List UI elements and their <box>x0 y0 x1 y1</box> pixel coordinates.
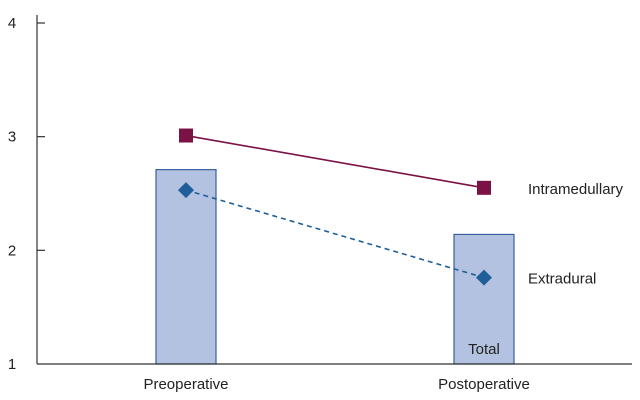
series-label-extradural: Extradural <box>528 271 596 288</box>
point-intramedullary-preoperative <box>179 128 193 143</box>
point-intramedullary-postoperative <box>477 180 491 195</box>
y-tick-label-1: 1 <box>8 356 16 373</box>
x-tick-label-preoperative: Preoperative <box>143 376 228 393</box>
point-extradural-postoperative <box>476 269 492 286</box>
bar-postoperative <box>453 233 515 365</box>
point-extradural-preoperative <box>178 182 194 199</box>
bar-preoperative <box>155 169 217 365</box>
labels-layer: Intramedullary Extradural <box>528 181 624 288</box>
bars-layer: Total <box>155 169 515 365</box>
series-line-intramedullary <box>185 134 485 189</box>
x-tick-label-postoperative: Postoperative <box>438 376 530 393</box>
series-label-intramedullary: Intramedullary <box>528 181 624 198</box>
bar-total-label: Total <box>468 341 500 358</box>
axes-layer: 1 2 3 4 Preoperative Postoperative <box>8 15 632 393</box>
y-tick-label-2: 2 <box>8 242 16 259</box>
y-tick-label-4: 4 <box>8 15 16 32</box>
series-layer <box>178 128 492 286</box>
y-tick-label-3: 3 <box>8 129 16 146</box>
series-line-extradural <box>185 189 485 279</box>
